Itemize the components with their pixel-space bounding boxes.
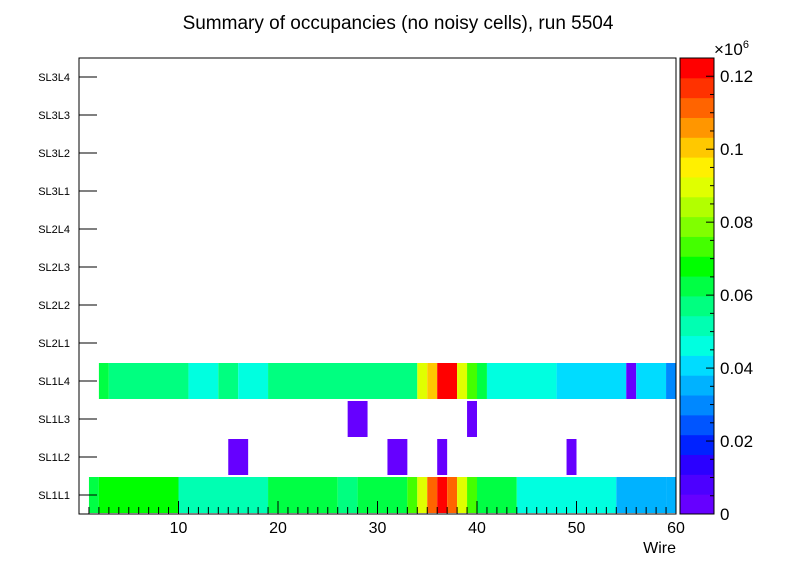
y-tick-label: SL2L3 xyxy=(38,262,70,274)
heatmap-cell-sl1l3 xyxy=(467,401,477,437)
y-tick-label: SL3L4 xyxy=(38,72,70,84)
heatmap-cell-sl1l3 xyxy=(347,401,368,437)
heatmap-cell-sl1l1 xyxy=(268,477,338,513)
z-axis-multiplier: ×106 xyxy=(714,39,749,59)
z-tick-label: 0.04 xyxy=(720,359,753,378)
heatmap-cell-sl1l1 xyxy=(437,477,448,513)
heatmap-cell-sl1l4 xyxy=(437,363,458,399)
z-multiplier-exponent: 6 xyxy=(743,39,749,51)
colorbar-segment xyxy=(680,414,714,436)
heatmap-cell-sl1l4 xyxy=(188,363,219,399)
colorbar-frame xyxy=(679,57,715,515)
colorbar-segment xyxy=(680,315,714,337)
heatmap-cell-sl1l2 xyxy=(437,439,448,475)
heatmap-cell-sl1l4 xyxy=(457,363,468,399)
heatmap-cell-sl1l4 xyxy=(98,363,109,399)
y-tick-label: SL3L3 xyxy=(38,110,70,122)
chart-title: Summary of occupancies (no noisy cells),… xyxy=(183,13,614,34)
heatmap-cell-sl1l1 xyxy=(666,477,676,513)
y-tick-label: SL2L2 xyxy=(38,300,70,312)
heatmap-cell-sl1l4 xyxy=(556,363,627,399)
colorbar-segment xyxy=(680,196,714,218)
y-tick-label: SL1L2 xyxy=(38,452,70,464)
colorbar-segment xyxy=(680,375,714,396)
colorbar-segment xyxy=(680,434,714,456)
heatmap-cell-sl1l4 xyxy=(218,363,239,399)
colorbar-segment xyxy=(680,97,714,118)
heatmap-cell-sl1l4 xyxy=(417,363,428,399)
colorbar-segment xyxy=(680,494,714,515)
z-tick-label: 0 xyxy=(720,505,729,524)
heatmap-cell-sl1l1 xyxy=(457,477,468,513)
color-scale-bar: 0 0.02 0.04 0.06 0.08 0.1 0.12 xyxy=(679,57,753,524)
colorbar-segment xyxy=(680,454,714,475)
colorbar-segment xyxy=(680,157,714,178)
colorbar-segment xyxy=(680,58,714,79)
colorbar-segment xyxy=(680,77,714,99)
y-tick-label: SL1L4 xyxy=(38,376,70,388)
colorbar-segment xyxy=(680,355,714,376)
heatmap-cell-sl1l2 xyxy=(228,439,249,475)
colorbar-segment xyxy=(680,117,714,138)
heatmap-cell-sl1l1 xyxy=(337,477,358,513)
heatmap-cell-sl1l4 xyxy=(238,363,269,399)
x-axis: 10 20 30 40 50 60 xyxy=(88,501,685,537)
x-tick-label: 10 xyxy=(170,520,188,537)
z-tick-label: 0.08 xyxy=(720,213,753,232)
z-tick-label: 0.02 xyxy=(720,432,753,451)
y-tick-label: SL1L1 xyxy=(38,490,70,502)
heatmap-cell-sl1l4 xyxy=(427,363,438,399)
y-tick-label: SL3L1 xyxy=(38,186,70,198)
x-tick-label: 30 xyxy=(369,520,387,537)
heatmap-cell-sl1l1 xyxy=(447,477,458,513)
colorbar-segment xyxy=(680,256,714,277)
heatmap-cell-sl1l4 xyxy=(268,363,418,399)
x-tick-label: 40 xyxy=(468,520,486,537)
heatmap-cell-sl1l4 xyxy=(626,363,637,399)
heatmap-cell-sl1l4 xyxy=(666,363,676,399)
z-tick-label: 0.06 xyxy=(720,286,753,305)
x-tick-label: 20 xyxy=(269,520,287,537)
heatmap-cell-sl1l1 xyxy=(357,477,408,513)
y-tick-label: SL2L4 xyxy=(38,224,70,236)
colorbar-segment xyxy=(680,295,714,317)
colorbar-segment xyxy=(680,474,714,495)
heatmap-cell-sl1l1 xyxy=(467,477,477,513)
plot-frame xyxy=(78,57,677,515)
heatmap-cell-sl1l1 xyxy=(417,477,428,513)
y-tick-label: SL2L1 xyxy=(38,338,70,350)
heatmap-cell-sl1l2 xyxy=(566,439,577,475)
heatmap-cell-sl1l1 xyxy=(427,477,438,513)
colorbar-segment xyxy=(680,395,714,416)
colorbar-segment xyxy=(680,276,714,297)
heatmap-cell-sl1l1 xyxy=(616,477,667,513)
x-tick-label: 50 xyxy=(568,520,586,537)
heatmap-cell-sl1l4 xyxy=(477,363,487,399)
colorbar-segment xyxy=(680,335,714,356)
heatmap-cell-sl1l4 xyxy=(636,363,667,399)
y-tick-label: SL1L3 xyxy=(38,414,70,426)
heatmap-cell-sl1l4 xyxy=(108,363,189,399)
x-tick-label: 60 xyxy=(667,520,685,537)
heatmap-cell-sl1l4 xyxy=(467,363,477,399)
colorbar-segment xyxy=(680,137,714,158)
x-axis-label: Wire xyxy=(643,540,676,557)
y-tick-label: SL3L2 xyxy=(38,148,70,160)
colorbar-segment xyxy=(680,236,714,257)
colorbar-segment xyxy=(680,176,714,198)
z-tick-label: 0.1 xyxy=(720,140,744,159)
heatmap-cells xyxy=(88,363,676,513)
y-axis: SL1L1 SL1L2 SL1L3 SL1L4 SL2L1 SL2L2 SL2L3 SL2L4… xyxy=(38,72,97,502)
heatmap-cell-sl1l4 xyxy=(486,363,557,399)
heatmap-cell-sl1l1 xyxy=(407,477,418,513)
colorbar-segment xyxy=(680,216,714,237)
z-tick-label: 0.12 xyxy=(720,67,753,86)
z-multiplier-base: ×10 xyxy=(714,40,743,59)
heatmap-cell-sl1l2 xyxy=(387,439,408,475)
heatmap-cell-sl1l1 xyxy=(178,477,269,513)
